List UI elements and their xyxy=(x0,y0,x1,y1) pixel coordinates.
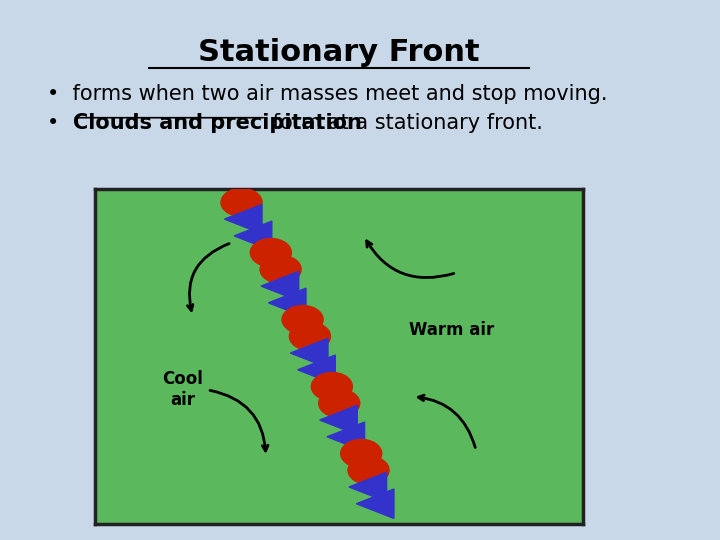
Text: •  forms when two air masses meet and stop moving.: • forms when two air masses meet and sto… xyxy=(48,84,608,104)
Text: form at a stationary front.: form at a stationary front. xyxy=(266,113,543,133)
Text: Clouds and precipitation: Clouds and precipitation xyxy=(73,113,361,133)
Text: Stationary Front: Stationary Front xyxy=(199,38,480,67)
Text: •: • xyxy=(48,113,73,133)
